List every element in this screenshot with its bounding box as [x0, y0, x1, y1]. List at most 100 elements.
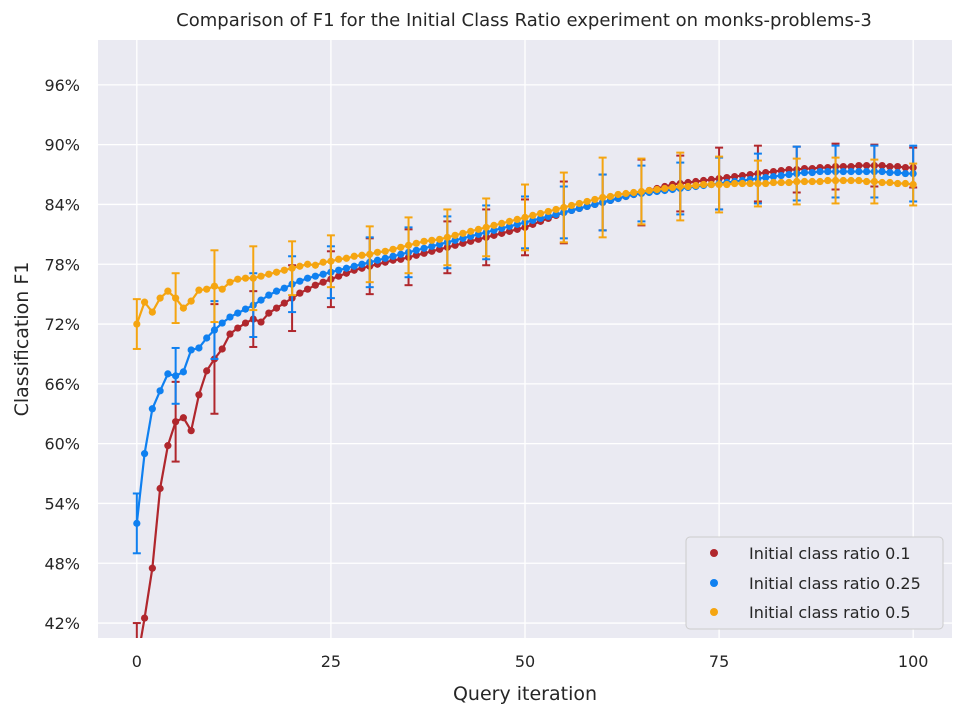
- data-point: [552, 210, 560, 219]
- data-point: [707, 175, 715, 184]
- data-point: [723, 180, 731, 189]
- data-point: [342, 269, 351, 277]
- data-point: [358, 251, 366, 259]
- data-point: [241, 274, 250, 282]
- data-point: [653, 185, 661, 194]
- legend: Initial class ratio 0.1 Initial class ra…: [685, 536, 944, 630]
- data-point: [335, 255, 343, 263]
- data-point: [272, 287, 281, 295]
- data-point: [381, 254, 389, 262]
- data-point: [459, 229, 467, 237]
- data-point: [800, 177, 809, 186]
- data-point: [265, 291, 273, 299]
- data-point: [296, 262, 304, 270]
- data-point: [210, 326, 219, 334]
- data-point: [265, 270, 273, 278]
- data-point: [513, 220, 521, 228]
- data-point: [521, 213, 529, 222]
- y-tick-label: 96%: [44, 76, 80, 95]
- data-point: [894, 168, 902, 177]
- data-point: [878, 167, 886, 176]
- data-point: [738, 179, 746, 188]
- data-point: [172, 294, 180, 302]
- data-point: [241, 319, 250, 327]
- data-point: [280, 299, 288, 307]
- data-point: [412, 246, 420, 254]
- data-point: [311, 272, 319, 280]
- data-point: [156, 484, 164, 493]
- data-point: [156, 387, 164, 395]
- data-point: [342, 254, 351, 262]
- data-point: [203, 367, 211, 375]
- data-point: [304, 274, 312, 282]
- legend-entry-1: Initial class ratio 0.1: [710, 544, 911, 563]
- data-point: [886, 162, 894, 171]
- data-point: [319, 270, 327, 278]
- data-point: [684, 182, 692, 191]
- data-point: [420, 249, 428, 257]
- data-point: [544, 212, 552, 221]
- data-point: [785, 165, 793, 174]
- data-point: [358, 260, 366, 268]
- data-point: [218, 285, 226, 293]
- data-point: [560, 203, 568, 212]
- legend-marker-2: [710, 579, 718, 587]
- data-point: [179, 304, 187, 312]
- data-point: [148, 308, 156, 316]
- data-point: [234, 275, 242, 283]
- x-tick-label: 0: [132, 652, 142, 671]
- data-point: [226, 278, 234, 286]
- data-point: [140, 450, 149, 458]
- data-point: [863, 177, 871, 186]
- data-point: [707, 180, 715, 189]
- data-point: [342, 264, 351, 272]
- data-point: [288, 264, 296, 272]
- data-point: [863, 167, 871, 176]
- data-point: [567, 206, 576, 215]
- data-point: [622, 189, 630, 198]
- data-point: [420, 244, 428, 252]
- legend-entry-3: Initial class ratio 0.5: [710, 603, 911, 622]
- data-point: [187, 427, 195, 435]
- data-point: [498, 229, 506, 237]
- data-point: [350, 252, 358, 260]
- data-point: [909, 180, 917, 189]
- data-point: [226, 330, 234, 338]
- data-point: [583, 197, 591, 206]
- data-point: [335, 266, 343, 274]
- data-point: [754, 179, 762, 188]
- data-point: [793, 177, 801, 186]
- data-point: [676, 182, 684, 191]
- data-point: [824, 167, 832, 176]
- data-point: [808, 177, 816, 186]
- data-point: [847, 167, 855, 176]
- data-point: [436, 245, 444, 253]
- data-point: [715, 180, 723, 189]
- data-point: [311, 261, 319, 269]
- data-point: [164, 370, 172, 378]
- data-point: [404, 241, 413, 249]
- data-point: [785, 178, 793, 187]
- data-point: [296, 277, 304, 285]
- data-point: [567, 201, 576, 210]
- data-point: [575, 204, 583, 213]
- data-point: [451, 231, 459, 239]
- data-point: [614, 190, 622, 199]
- data-point: [769, 167, 778, 176]
- data-point: [156, 294, 164, 302]
- data-point: [412, 239, 420, 247]
- data-point: [894, 162, 902, 171]
- data-point: [311, 281, 319, 289]
- data-point: [831, 176, 840, 185]
- data-point: [591, 195, 599, 204]
- x-tick-label: 100: [898, 652, 929, 671]
- data-point: [839, 176, 847, 185]
- data-point: [699, 180, 708, 189]
- data-point: [606, 192, 615, 201]
- y-tick-label: 60%: [44, 435, 80, 454]
- data-point: [777, 178, 785, 187]
- data-point: [824, 176, 832, 185]
- data-point: [195, 344, 203, 352]
- data-point: [366, 250, 374, 258]
